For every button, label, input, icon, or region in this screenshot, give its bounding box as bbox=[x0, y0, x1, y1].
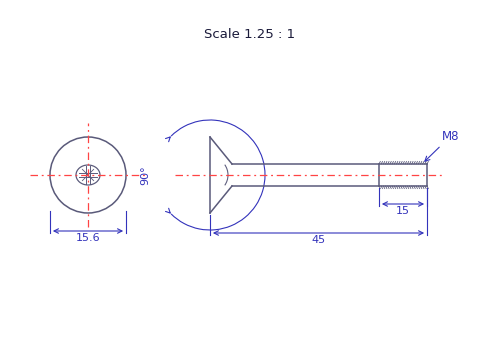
Text: Scale 1.25 : 1: Scale 1.25 : 1 bbox=[204, 28, 296, 42]
Text: 15.6: 15.6 bbox=[76, 233, 100, 243]
Text: 45: 45 bbox=[312, 235, 326, 245]
Text: M8: M8 bbox=[425, 130, 460, 161]
Text: 90°: 90° bbox=[140, 165, 150, 185]
Text: 15: 15 bbox=[396, 206, 410, 216]
